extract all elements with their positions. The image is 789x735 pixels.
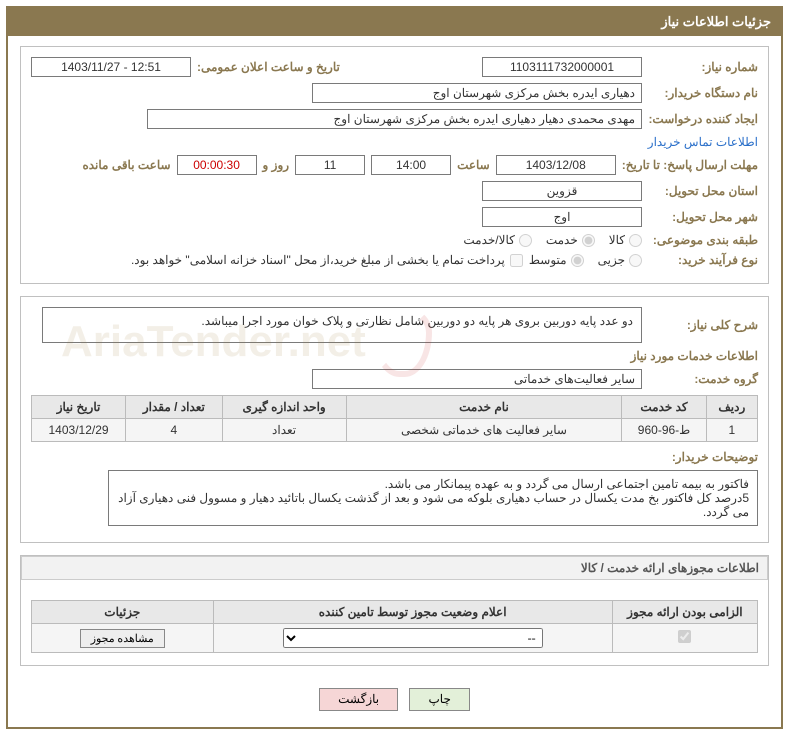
details-cell: مشاهده مجوز: [32, 624, 214, 653]
proc-mid[interactable]: متوسط: [529, 253, 584, 267]
permits-section-title: اطلاعات مجوزهای ارائه خدمت / کالا: [21, 556, 768, 580]
time-remaining-label: ساعت باقی مانده: [82, 158, 170, 172]
permits-table: الزامی بودن ارائه مجوز اعلام وضعیت مجوز …: [31, 600, 758, 653]
time-label: ساعت: [457, 158, 490, 172]
treasury-note: پرداخت تمام یا بخشی از مبلغ خرید،از محل …: [131, 253, 505, 267]
announce-value: 1403/11/27 - 12:51: [31, 57, 191, 77]
th-name: نام خدمت: [346, 396, 622, 419]
cat-khedmat[interactable]: خدمت: [546, 233, 595, 247]
mandatory-checkbox: [678, 630, 691, 643]
cat-khedmat-label: خدمت: [546, 233, 578, 247]
cell-name: سایر فعالیت های خدماتی شخصی: [346, 419, 622, 442]
services-table: ردیف کد خدمت نام خدمت واحد اندازه گیری ت…: [31, 395, 758, 442]
th-row: ردیف: [706, 396, 757, 419]
cat-khedmat-radio: [582, 234, 595, 247]
buyer-contact-link[interactable]: اطلاعات تماس خریدار: [648, 135, 758, 149]
process-label: نوع فرآیند خرید:: [648, 253, 758, 267]
desc-title-box: دو عدد پایه دوربین بروی هر پایه دو دوربی…: [42, 307, 642, 343]
treasury-note-wrap: پرداخت تمام یا بخشی از مبلغ خرید،از محل …: [131, 253, 523, 267]
status-cell: --: [213, 624, 612, 653]
category-radio-group: کالا خدمت کالا/خدمت: [463, 233, 642, 247]
cell-unit: تعداد: [222, 419, 346, 442]
permits-panel: اطلاعات مجوزهای ارائه خدمت / کالا الزامی…: [20, 555, 769, 666]
table-header-row: ردیف کد خدمت نام خدمت واحد اندازه گیری ت…: [32, 396, 758, 419]
need-no-label: شماره نیاز:: [648, 60, 758, 74]
buyer-org-value: دهیاری ایدره بخش مرکزی شهرستان اوج: [312, 83, 642, 103]
proc-mini-label: جزیی: [598, 253, 625, 267]
cell-qty: 4: [126, 419, 223, 442]
main-panel: جزئیات اطلاعات نیاز شماره نیاز: 11031117…: [6, 6, 783, 729]
category-label: طبقه بندی موضوعی:: [648, 233, 758, 247]
services-header: اطلاعات خدمات مورد نیاز: [31, 349, 758, 363]
cell-code: ط-96-960: [622, 419, 706, 442]
th-status: اعلام وضعیت مجوز توسط تامین کننده: [213, 601, 612, 624]
cat-kala-label: کالا: [609, 233, 625, 247]
action-row: چاپ بازگشت: [20, 678, 769, 717]
th-qty: تعداد / مقدار: [126, 396, 223, 419]
days-and-label: روز و: [263, 158, 290, 172]
service-group-label: گروه خدمت:: [648, 372, 758, 386]
print-button[interactable]: چاپ: [409, 688, 469, 711]
cell-row: 1: [706, 419, 757, 442]
city-label: شهر محل تحویل:: [648, 210, 758, 224]
requester-label: ایجاد کننده درخواست:: [648, 112, 758, 126]
content: شماره نیاز: 1103111732000001 تاریخ و ساع…: [8, 36, 781, 727]
city-value: اوج: [482, 207, 642, 227]
mandatory-cell: [612, 624, 757, 653]
info-panel: شماره نیاز: 1103111732000001 تاریخ و ساع…: [20, 46, 769, 284]
back-button[interactable]: بازگشت: [319, 688, 398, 711]
status-select[interactable]: --: [283, 628, 543, 648]
days-left: 11: [295, 155, 365, 175]
buyer-notes-label: توضیحات خریدار:: [648, 450, 758, 464]
cat-kala[interactable]: کالا: [609, 233, 642, 247]
proc-mid-label: متوسط: [529, 253, 567, 267]
th-mandatory: الزامی بودن ارائه مجوز: [612, 601, 757, 624]
proc-mini-radio: [629, 254, 642, 267]
province-value: قزوین: [482, 181, 642, 201]
process-radio-group: جزیی متوسط: [529, 253, 642, 267]
service-group-value: سایر فعالیت‌های خدماتی: [312, 369, 642, 389]
requester-value: مهدی محمدی دهیار دهیاری ایدره بخش مرکزی …: [147, 109, 642, 129]
cat-both-label: کالا/خدمت: [463, 233, 514, 247]
province-label: استان محل تحویل:: [648, 184, 758, 198]
cat-kala-radio: [629, 234, 642, 247]
deadline-time: 14:00: [371, 155, 451, 175]
permits-header-row: الزامی بودن ارائه مجوز اعلام وضعیت مجوز …: [32, 601, 758, 624]
cell-date: 1403/12/29: [32, 419, 126, 442]
deadline-label: مهلت ارسال پاسخ: تا تاریخ:: [622, 158, 758, 172]
table-row: 1 ط-96-960 سایر فعالیت های خدماتی شخصی ت…: [32, 419, 758, 442]
permits-row: -- مشاهده مجوز: [32, 624, 758, 653]
page-title: جزئیات اطلاعات نیاز: [8, 8, 781, 36]
need-no-value: 1103111732000001: [482, 57, 642, 77]
th-date: تاریخ نیاز: [32, 396, 126, 419]
th-unit: واحد اندازه گیری: [222, 396, 346, 419]
proc-mid-radio: [571, 254, 584, 267]
deadline-date: 1403/12/08: [496, 155, 616, 175]
buyer-notes-box: فاکتور به بیمه تامین اجتماعی ارسال می گر…: [108, 470, 758, 526]
desc-title-label: شرح کلی نیاز:: [648, 318, 758, 332]
buyer-org-label: نام دستگاه خریدار:: [648, 86, 758, 100]
th-details: جزئیات: [32, 601, 214, 624]
proc-mini[interactable]: جزیی: [598, 253, 642, 267]
cat-both-radio: [519, 234, 532, 247]
time-left: 00:00:30: [177, 155, 257, 175]
desc-panel: AriaTender.net شرح کلی نیاز: دو عدد پایه…: [20, 296, 769, 543]
announce-label: تاریخ و ساعت اعلان عمومی:: [197, 60, 340, 74]
treasury-checkbox: [510, 254, 523, 267]
th-code: کد خدمت: [622, 396, 706, 419]
view-permit-button[interactable]: مشاهده مجوز: [80, 629, 165, 648]
cat-both[interactable]: کالا/خدمت: [463, 233, 531, 247]
